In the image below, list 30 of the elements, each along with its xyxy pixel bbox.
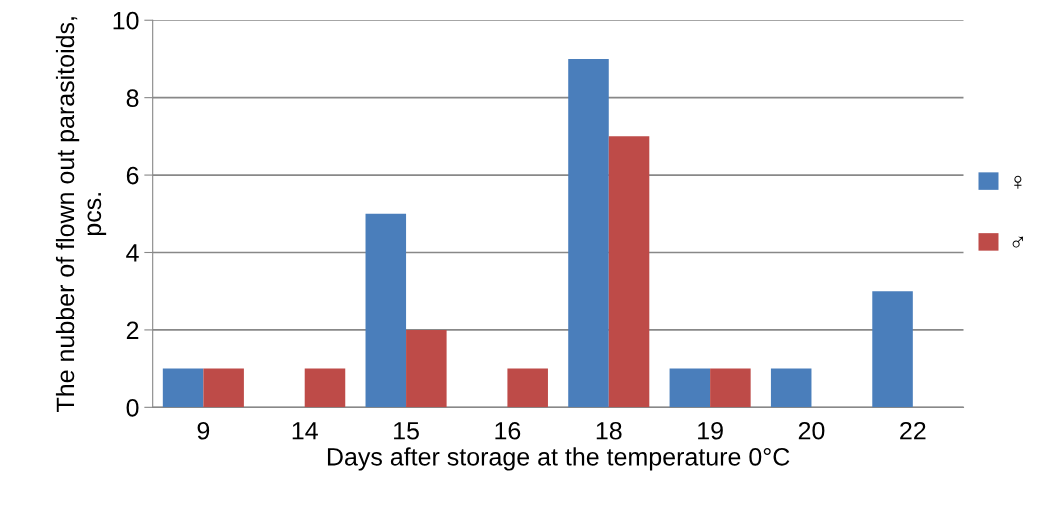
bar xyxy=(162,368,204,408)
y-tick-label: 0 xyxy=(126,398,139,417)
bar xyxy=(203,368,244,408)
bar xyxy=(568,58,609,408)
bar xyxy=(365,213,407,408)
y-tick-label: 2 xyxy=(126,321,139,339)
legend-label: ♀ xyxy=(1014,175,1022,189)
bar xyxy=(669,368,711,408)
y-tick-label: 6 xyxy=(126,166,139,185)
x-tick-label: 15 xyxy=(394,422,419,440)
bar xyxy=(406,329,447,408)
legend-label: ♂ xyxy=(1012,236,1024,248)
x-tick-label: 19 xyxy=(698,421,723,440)
bar xyxy=(872,291,913,408)
x-tick-label: 16 xyxy=(495,421,521,440)
x-tick-label: 22 xyxy=(900,421,926,440)
x-tick-label: 20 xyxy=(798,421,825,440)
bar xyxy=(304,368,346,408)
y-tick-label: 4 xyxy=(126,244,139,262)
x-tick-label: 14 xyxy=(292,422,318,440)
x-tick-label: 9 xyxy=(197,421,210,440)
bar xyxy=(710,368,751,408)
y-tick-label: 10 xyxy=(113,11,139,30)
x-axis-title: Days after storage at the temperature 0°C xyxy=(327,447,790,471)
y-axis-title: The nubber of flown out parasitoids, pcs. xyxy=(55,17,107,412)
bar xyxy=(770,368,812,408)
x-tick-label: 18 xyxy=(596,421,622,440)
bar xyxy=(608,136,650,408)
y-tick-label: 8 xyxy=(126,89,139,107)
bar xyxy=(507,368,548,408)
